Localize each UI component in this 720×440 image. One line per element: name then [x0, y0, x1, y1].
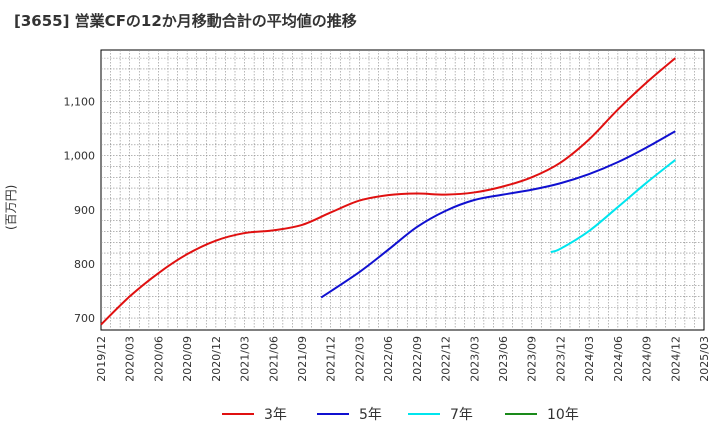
x-tick-label: 2023/03	[468, 336, 481, 382]
data-point	[559, 162, 561, 164]
data-point	[617, 109, 619, 111]
x-tick-label: 2021/09	[296, 336, 309, 382]
x-tick-label: 2023/12	[554, 336, 567, 382]
data-point	[646, 146, 648, 148]
x-tick-label: 2020/06	[152, 336, 165, 382]
y-tick-label: 1,000	[64, 150, 96, 163]
data-point	[301, 224, 303, 226]
x-tick-label: 2022/06	[382, 336, 395, 382]
y-tick-label: 900	[74, 204, 95, 217]
x-tick-label: 2021/03	[239, 336, 252, 382]
legend-label: 3年	[264, 407, 287, 423]
data-point	[215, 240, 217, 242]
x-tick-label: 2022/12	[440, 336, 453, 382]
x-tick-label: 2024/03	[583, 336, 596, 382]
x-tick-label: 2025/03	[698, 336, 711, 382]
data-point	[416, 226, 418, 228]
data-point	[157, 272, 159, 274]
data-point	[445, 210, 447, 212]
data-point	[330, 211, 332, 213]
x-tick-label: 2020/09	[181, 336, 194, 382]
series-line-0	[100, 57, 676, 326]
data-point	[559, 182, 561, 184]
data-point	[588, 173, 590, 175]
data-point	[588, 230, 590, 232]
x-tick-label: 2020/03	[124, 336, 137, 382]
data-point	[550, 251, 552, 253]
series-lines	[100, 57, 676, 326]
data-point	[186, 253, 188, 255]
x-tick-label: 2022/03	[353, 336, 366, 382]
data-point	[100, 324, 102, 326]
x-tick-label: 2021/06	[267, 336, 280, 382]
x-tick-label: 2022/09	[411, 336, 424, 382]
x-tick-label: 2020/12	[210, 336, 223, 382]
x-tick-label: 2024/12	[669, 336, 682, 382]
data-point	[473, 199, 475, 201]
data-point	[416, 193, 418, 195]
x-tick-label: 2023/06	[497, 336, 510, 382]
data-point	[387, 249, 389, 251]
data-point	[502, 185, 504, 187]
x-tick-label: 2024/06	[612, 336, 625, 382]
data-point	[358, 271, 360, 273]
x-tick-label: 2019/12	[95, 336, 108, 382]
legend-label: 5年	[359, 407, 382, 423]
y-tick-label: 800	[74, 258, 95, 271]
series-line-2	[550, 159, 676, 253]
data-point	[445, 194, 447, 196]
axis-ticks: 700 800 900 1,000 1,100 2019/12 2020/03 2020/06…	[64, 95, 712, 381]
data-point	[387, 194, 389, 196]
data-point	[531, 189, 533, 191]
legend: 3年 5年 7年 10年	[222, 407, 579, 423]
data-point	[617, 161, 619, 163]
data-point	[473, 191, 475, 193]
data-point	[531, 176, 533, 178]
grid	[101, 50, 704, 330]
data-point	[646, 182, 648, 184]
series-line-1	[320, 130, 676, 299]
data-point	[674, 130, 676, 132]
x-tick-label: 2023/09	[526, 336, 539, 382]
data-point	[358, 200, 360, 202]
chart-title: [3655] 営業CFの12か月移動合計の平均値の推移	[14, 12, 357, 30]
x-tick-label: 2021/12	[325, 336, 338, 382]
data-point	[646, 81, 648, 83]
data-point	[674, 159, 676, 161]
y-tick-label: 1,100	[64, 95, 96, 108]
y-tick-label: 700	[74, 312, 95, 325]
data-point	[559, 248, 561, 250]
data-point	[320, 297, 322, 299]
plot-area	[100, 49, 705, 331]
legend-label: 10年	[547, 407, 579, 423]
data-point	[244, 232, 246, 234]
data-point	[617, 206, 619, 208]
data-point	[674, 57, 676, 59]
data-point	[272, 229, 274, 231]
data-point	[502, 194, 504, 196]
data-point	[129, 295, 131, 297]
x-tick-label: 2024/09	[641, 336, 654, 382]
data-point	[588, 138, 590, 140]
legend-label: 7年	[450, 407, 473, 423]
